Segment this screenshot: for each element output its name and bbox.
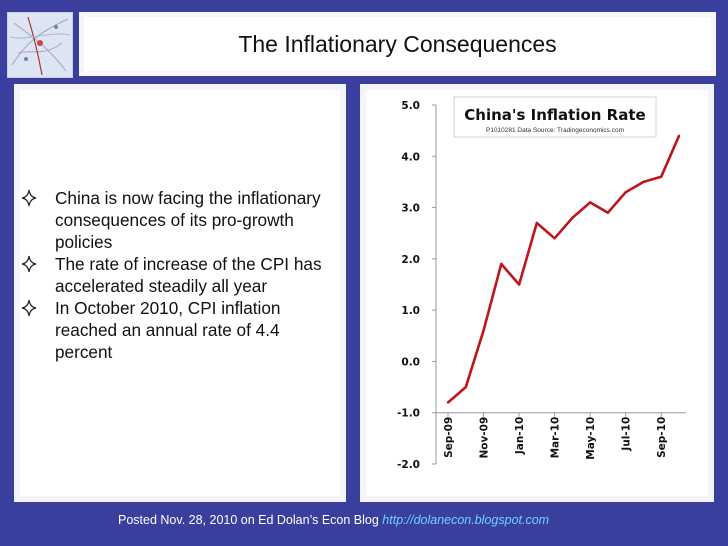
y-tick-label: 3.0 <box>401 203 420 215</box>
y-tick-label: 2.0 <box>401 254 420 266</box>
decorative-network-graphic <box>8 13 72 77</box>
y-tick-label: -1.0 <box>397 408 420 420</box>
data-point <box>606 211 610 214</box>
bullet-item: The rate of increase of the CPI has acce… <box>20 253 340 297</box>
y-tick-label: 4.0 <box>401 151 420 163</box>
diamond-bullet-icon <box>21 299 37 317</box>
y-tick-label: -2.0 <box>397 459 420 471</box>
data-point <box>588 201 592 204</box>
y-axis: -2.0 -1.0 0.0 1.0 2.0 3.0 4.0 5.0 <box>397 100 437 471</box>
x-tick-label: Jan-10 <box>514 417 526 455</box>
data-point <box>482 329 485 332</box>
bullet-item: In October 2010, CPI inflation reached a… <box>20 297 340 363</box>
footer-link[interactable]: http://dolanecon.blogspot.com <box>382 513 550 527</box>
y-tick-label: 0.0 <box>401 356 420 368</box>
chart-title-box <box>453 96 657 138</box>
bullet-text: China is now facing the inflationary con… <box>55 188 321 252</box>
bullet-item: China is now facing the inflationary con… <box>20 187 340 253</box>
chart-title: China's Inflation Rate <box>464 106 645 124</box>
x-tick-label: Sep-09 <box>443 417 455 458</box>
footer-text: Posted Nov. 28, 2010 on Ed Dolan’s Econ … <box>118 513 383 527</box>
slide-title: The Inflationary Consequences <box>238 30 557 57</box>
data-point <box>446 401 450 404</box>
chart-panel-background <box>366 90 708 496</box>
x-axis: Sep-09 Nov-09 Jan-10 Mar-10 May-10 Jul-10 Sep-… <box>436 412 686 460</box>
text-panel-background <box>20 90 340 496</box>
y-tick-label: 1.0 <box>401 305 420 317</box>
inflation-series-line <box>447 135 681 404</box>
data-point <box>553 237 556 240</box>
data-point <box>660 175 663 178</box>
data-point <box>642 180 645 184</box>
chart-subtitle: P1010281 Data Source: Tradingeconomics.c… <box>486 127 624 134</box>
title-banner: The Inflationary Consequences <box>79 12 716 76</box>
x-tick-label: Mar-10 <box>550 417 562 459</box>
data-point <box>571 216 574 220</box>
diamond-bullet-icon <box>21 255 37 273</box>
bullet-text: In October 2010, CPI inflation reached a… <box>55 298 281 362</box>
text-panel <box>14 84 346 502</box>
data-point <box>517 283 521 286</box>
footer-caption: Posted Nov. 28, 2010 on Ed Dolan’s Econ … <box>118 513 549 527</box>
bullet-list: China is now facing the inflationary con… <box>20 187 340 363</box>
chart-panel <box>360 84 714 502</box>
data-point <box>464 385 467 389</box>
x-tick-label: Jul-10 <box>621 417 633 452</box>
data-point <box>677 134 681 137</box>
bullet-text: The rate of increase of the CPI has acce… <box>55 254 322 296</box>
data-point <box>624 190 627 194</box>
inflation-line-chart: -2.0 -1.0 0.0 1.0 2.0 3.0 4.0 5.0 Sep-09 Nov-09 J… <box>397 96 686 471</box>
title-banner-background <box>84 17 711 71</box>
slide-logo-image <box>7 12 73 78</box>
x-tick-label: Nov-09 <box>479 417 491 459</box>
x-tick-label: Sep-10 <box>656 417 668 458</box>
y-tick-label: 5.0 <box>401 100 420 112</box>
diamond-bullet-icon <box>21 189 37 207</box>
x-tick-label: May-10 <box>585 417 597 460</box>
data-point <box>500 262 503 266</box>
data-point <box>535 221 539 225</box>
series-line-group <box>446 134 681 404</box>
